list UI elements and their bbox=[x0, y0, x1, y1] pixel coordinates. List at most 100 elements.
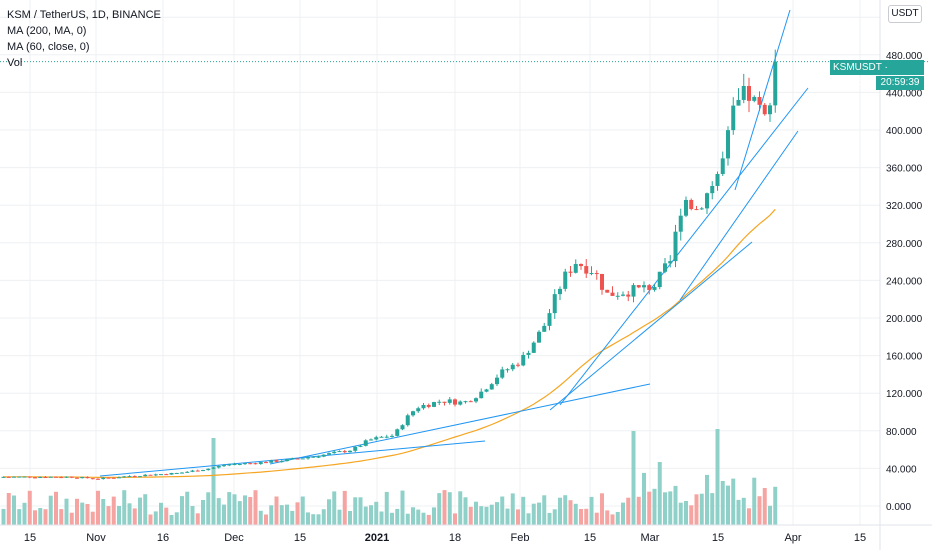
ma200-legend[interactable]: MA (200, MA, 0) bbox=[7, 25, 87, 37]
candle bbox=[332, 450, 337, 454]
volume-bar bbox=[117, 506, 121, 525]
volume-bar bbox=[474, 501, 478, 525]
candle-body bbox=[505, 369, 510, 371]
candle bbox=[516, 362, 520, 368]
y-tick-label: 120.000 bbox=[886, 389, 923, 400]
volume-bar bbox=[85, 504, 90, 525]
volume-bar bbox=[374, 501, 379, 525]
volume-bar bbox=[479, 506, 484, 525]
candle bbox=[510, 362, 515, 372]
volume-bar bbox=[379, 511, 384, 525]
y-tick-label: 440.000 bbox=[886, 88, 923, 99]
volume-bar bbox=[384, 491, 389, 525]
candle bbox=[48, 476, 53, 478]
volume-bar bbox=[274, 496, 279, 525]
volume-bar bbox=[337, 509, 342, 525]
volume-bar bbox=[279, 505, 284, 525]
volume-bar bbox=[327, 499, 331, 525]
candle bbox=[216, 465, 221, 469]
candle-body bbox=[453, 399, 457, 405]
candle bbox=[447, 397, 452, 405]
volume-bar bbox=[211, 438, 216, 525]
volume-bar bbox=[699, 493, 704, 525]
candle bbox=[726, 126, 730, 166]
candle bbox=[705, 192, 709, 215]
volume-legend[interactable]: Vol bbox=[7, 57, 23, 69]
candle bbox=[589, 266, 594, 276]
candle bbox=[594, 270, 599, 280]
candle-body bbox=[537, 331, 541, 343]
candle bbox=[353, 445, 358, 453]
candle bbox=[342, 449, 347, 454]
candle bbox=[768, 102, 772, 122]
candle-body bbox=[489, 384, 494, 390]
candle-body bbox=[694, 209, 699, 211]
candle-body bbox=[626, 294, 631, 297]
volume-bar bbox=[153, 511, 158, 525]
candle bbox=[631, 283, 636, 303]
candle bbox=[479, 388, 484, 399]
symbol-title[interactable]: KSM / TetherUS, 1D, BINANCE bbox=[7, 9, 161, 21]
candle-body bbox=[285, 459, 289, 462]
volume-bar bbox=[342, 490, 347, 525]
candle bbox=[379, 435, 384, 438]
candle bbox=[285, 459, 289, 462]
volume-bar bbox=[442, 490, 447, 525]
y-tick-label: 0.000 bbox=[886, 502, 911, 513]
candle bbox=[290, 457, 295, 460]
candle bbox=[274, 459, 279, 463]
ma60-legend[interactable]: MA (60, close, 0) bbox=[7, 41, 90, 53]
volume-bar bbox=[437, 493, 442, 525]
candle-body bbox=[699, 208, 704, 210]
volume-bar bbox=[720, 481, 725, 525]
candle bbox=[369, 438, 373, 441]
volume-bar bbox=[237, 501, 242, 525]
volume-bar bbox=[505, 508, 510, 525]
volume-bar bbox=[605, 510, 610, 525]
candle bbox=[400, 424, 405, 431]
volume-bar bbox=[516, 509, 520, 525]
candle bbox=[211, 467, 216, 469]
volume-bar bbox=[694, 494, 699, 525]
candle-body bbox=[647, 285, 652, 290]
y-tick-label: 320.000 bbox=[886, 201, 923, 212]
x-tick-label: Dec bbox=[224, 532, 244, 544]
candle bbox=[762, 102, 767, 116]
candle bbox=[237, 463, 242, 466]
volume-bar bbox=[6, 493, 11, 525]
candle-body bbox=[752, 96, 757, 101]
volume-bar bbox=[500, 496, 505, 525]
volume-bar bbox=[468, 506, 473, 525]
candle bbox=[647, 283, 652, 295]
currency-badge[interactable]: USDT bbox=[888, 5, 922, 23]
volume-bar bbox=[185, 491, 190, 525]
candle bbox=[101, 476, 106, 480]
candle bbox=[390, 434, 394, 438]
candle bbox=[248, 462, 253, 465]
candle-body bbox=[547, 313, 552, 326]
candle-body bbox=[127, 476, 132, 478]
candle-body bbox=[117, 477, 121, 479]
candle bbox=[484, 388, 489, 393]
candle-body bbox=[1, 476, 6, 478]
volume-bar bbox=[38, 508, 43, 525]
candle bbox=[222, 463, 226, 468]
candle-body bbox=[143, 474, 148, 477]
x-tick-label: 15 bbox=[854, 532, 866, 544]
x-tick-label: 16 bbox=[157, 532, 169, 544]
candle-body bbox=[106, 477, 111, 479]
candle-body bbox=[185, 471, 190, 473]
candle bbox=[206, 468, 211, 471]
candle-body bbox=[358, 445, 363, 447]
candle bbox=[458, 400, 463, 406]
volume-bar bbox=[615, 512, 620, 525]
volume-bar bbox=[405, 513, 410, 525]
volume-bar bbox=[453, 513, 457, 525]
candle bbox=[757, 91, 762, 112]
x-tick-label: 18 bbox=[449, 532, 461, 544]
candle bbox=[747, 77, 751, 113]
candle bbox=[521, 351, 526, 367]
volume-bar bbox=[584, 508, 589, 525]
candle-body bbox=[27, 476, 32, 478]
